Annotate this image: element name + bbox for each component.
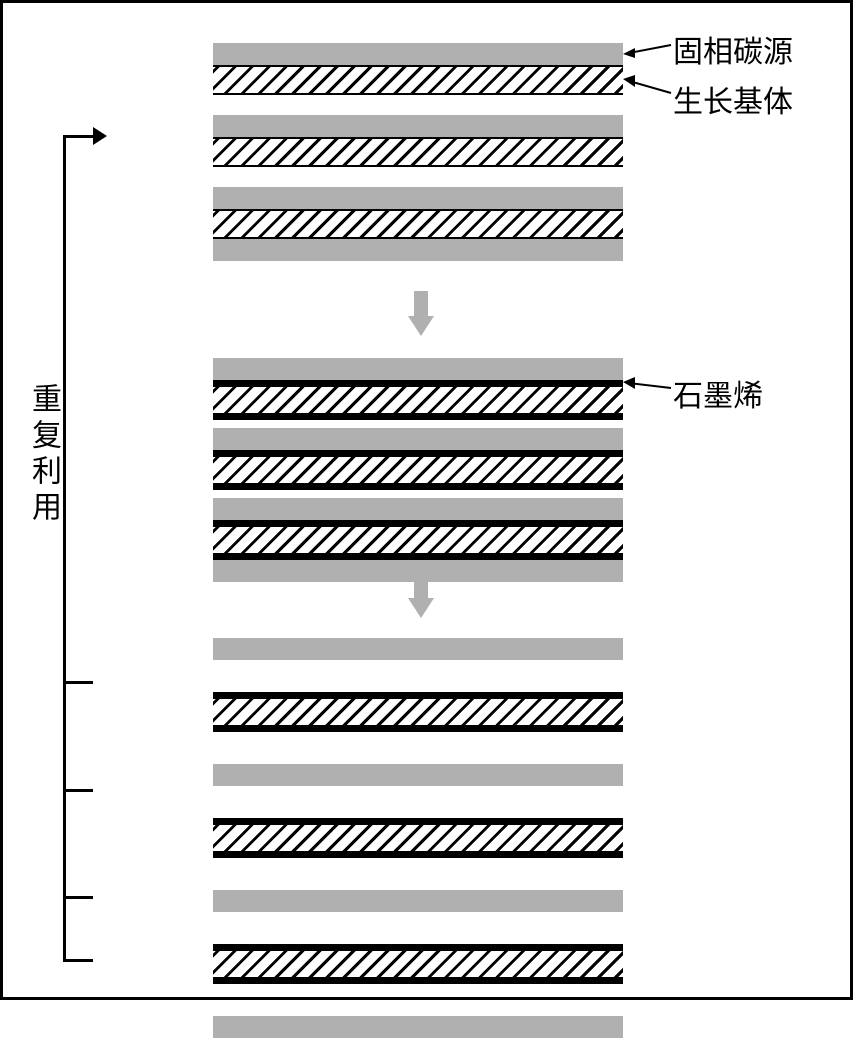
growth-substrate-layer <box>213 137 623 167</box>
process-arrow-1 <box>408 291 434 336</box>
growth-substrate-layer <box>213 697 623 727</box>
solid-carbon-layer <box>213 187 623 209</box>
bracket-tick <box>63 789 93 792</box>
label-reuse: 重复利用 <box>21 383 65 527</box>
stage-1 <box>213 43 623 261</box>
solid-carbon-layer <box>213 43 623 65</box>
bracket-top <box>63 135 97 138</box>
solid-carbon-layer <box>213 239 623 261</box>
bracket-top-arrowhead <box>93 127 107 145</box>
solid-carbon-layer <box>213 638 623 660</box>
pointer-arrow-growth-substrate <box>623 71 673 95</box>
bracket-tick <box>63 896 93 899</box>
stage-3 <box>213 638 623 1038</box>
growth-substrate-layer <box>213 65 623 95</box>
growth-substrate-layer <box>213 525 623 555</box>
growth-substrate-layer <box>213 385 623 415</box>
growth-substrate-layer <box>213 209 623 239</box>
bracket-vertical <box>63 135 66 961</box>
pointer-arrow-graphene <box>623 375 673 393</box>
pointer-arrow-solid-carbon <box>623 38 673 58</box>
solid-carbon-layer <box>213 1016 623 1038</box>
label-solid-carbon: 固相碳源 <box>673 27 793 71</box>
growth-substrate-layer <box>213 823 623 853</box>
solid-carbon-layer <box>213 428 623 450</box>
diagram-frame: 固相碳源 生长基体 石墨烯 重复利用 <box>0 0 853 1000</box>
solid-carbon-layer <box>213 358 623 380</box>
solid-carbon-layer <box>213 498 623 520</box>
label-graphene: 石墨烯 <box>673 371 763 415</box>
solid-carbon-layer <box>213 115 623 137</box>
label-growth-substrate: 生长基体 <box>673 77 793 121</box>
bracket-tick <box>63 959 93 962</box>
bracket-tick <box>63 681 93 684</box>
growth-substrate-layer <box>213 949 623 979</box>
growth-substrate-layer <box>213 455 623 485</box>
stage-2 <box>213 358 623 582</box>
solid-carbon-layer <box>213 890 623 912</box>
solid-carbon-layer <box>213 764 623 786</box>
process-arrow-2 <box>408 573 434 618</box>
